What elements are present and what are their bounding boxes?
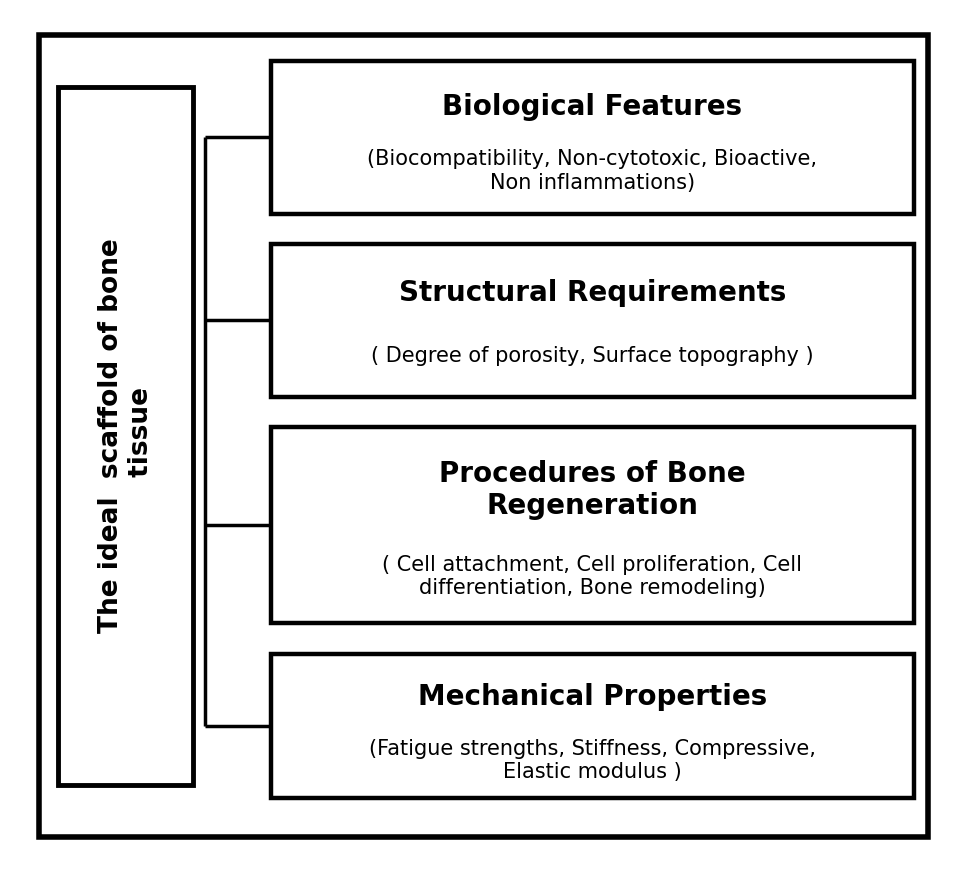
Text: (Fatigue strengths, Stiffness, Compressive,
Elastic modulus ): (Fatigue strengths, Stiffness, Compressi…: [368, 739, 816, 782]
Bar: [58, 87, 193, 785]
Text: ( Degree of porosity, Surface topography ): ( Degree of porosity, Surface topography…: [371, 345, 813, 365]
Bar: [271, 61, 914, 214]
Text: The ideal  scaffold of bone
 tissue: The ideal scaffold of bone tissue: [98, 239, 154, 633]
Text: Structural Requirements: Structural Requirements: [398, 279, 786, 307]
Bar: [271, 427, 914, 623]
Text: (Biocompatibility, Non-cytotoxic, Bioactive,
Non inflammations): (Biocompatibility, Non-cytotoxic, Bioact…: [367, 149, 817, 193]
Text: Biological Features: Biological Features: [442, 92, 743, 121]
Bar: [271, 244, 914, 397]
Text: Mechanical Properties: Mechanical Properties: [418, 683, 767, 712]
Text: ( Cell attachment, Cell proliferation, Cell
differentiation, Bone remodeling): ( Cell attachment, Cell proliferation, C…: [382, 555, 803, 598]
Bar: [271, 654, 914, 798]
Text: Procedures of Bone
Regeneration: Procedures of Bone Regeneration: [439, 460, 746, 521]
